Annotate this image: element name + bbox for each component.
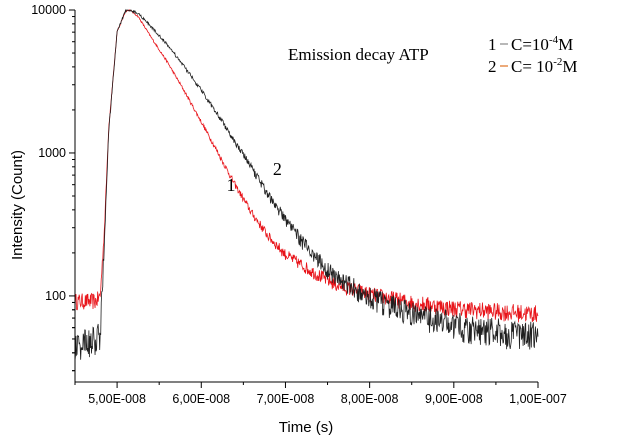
x-axis-label: Time (s) (279, 419, 333, 436)
legend-label-1-unit: M (558, 35, 573, 54)
y-tick-label: 100 (45, 289, 66, 303)
series-layer (74, 8, 539, 361)
legend-entry-2: 2 C= 10-2M (488, 56, 577, 76)
legend-label-2-unit: M (562, 57, 577, 76)
curve-label-1: 1 (227, 175, 236, 195)
legend: 1 C=10-4M 2 C= 10-2M (488, 34, 577, 76)
legend-entry-1: 1 C=10-4M (488, 34, 573, 54)
series-line-2 (74, 8, 539, 361)
x-tick-label: 5,00E-008 (88, 392, 146, 406)
y-tick-label: 1000 (38, 146, 66, 160)
legend-label-2-exponent: -2 (553, 56, 562, 68)
x-tick-label: 7,00E-008 (257, 392, 315, 406)
legend-label-1-exponent: -4 (549, 34, 559, 46)
legend-number-2: 2 (488, 57, 497, 76)
axes-layer (74, 10, 538, 383)
chart-title: Emission decay ATP (288, 45, 429, 64)
x-tick-label: 6,00E-008 (172, 392, 230, 406)
legend-label-2: C= 10-2M (511, 56, 577, 76)
legend-label-1: C=10-4M (511, 34, 573, 54)
ticks-layer: 5,00E-008 6,00E-008 7,00E-008 8,00E-008 9,00… (31, 3, 567, 406)
x-tick-label: 8,00E-008 (341, 392, 399, 406)
series-line-1 (74, 9, 539, 323)
y-tick-label: 10000 (31, 3, 66, 17)
x-tick-label: 9,00E-008 (425, 392, 483, 406)
curve-label-2: 2 (273, 159, 282, 179)
legend-label-1-base: C=10 (511, 35, 549, 54)
annotation-layer: 12 (227, 159, 282, 195)
legend-label-2-base: C= 10 (511, 57, 553, 76)
x-tick-label: 1,00E-007 (509, 392, 567, 406)
y-axis-label: Intensity (Count) (9, 150, 26, 260)
legend-number-1: 1 (488, 35, 497, 54)
